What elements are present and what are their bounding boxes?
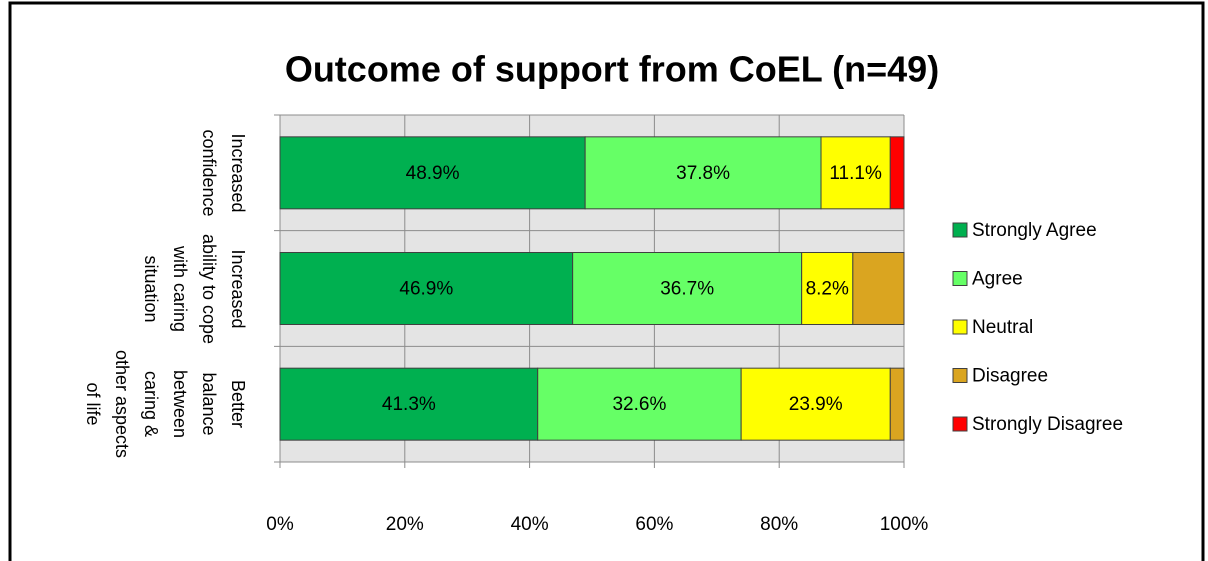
x-tick-label: 60% <box>635 514 673 535</box>
legend-label: Strongly Disagree <box>972 414 1123 435</box>
x-tick-label: 20% <box>386 514 424 535</box>
chart-title: Outcome of support from CoEL (n=49) <box>285 49 939 90</box>
bar-segment <box>572 252 803 325</box>
category-label: Increased ability to cope with caring si… <box>141 233 248 344</box>
bar-segment <box>820 136 891 210</box>
x-tick-label: 100% <box>880 514 929 535</box>
bar-segment <box>740 367 891 441</box>
frame-border <box>8 1 1205 561</box>
legend-swatch <box>952 271 968 286</box>
legend-swatch <box>952 368 968 383</box>
x-tick-label: 0% <box>266 514 294 535</box>
data-label: 36.7% <box>660 279 714 300</box>
data-label: 48.9% <box>406 163 460 184</box>
legend-label: Neutral <box>972 317 1033 338</box>
legend-label: Disagree <box>972 366 1048 387</box>
data-label: 41.3% <box>382 394 436 415</box>
data-label: 23.9% <box>789 394 843 415</box>
legend-swatch <box>952 319 968 335</box>
bar-segment <box>852 252 905 325</box>
bar-segment <box>889 136 905 210</box>
bar-segment <box>279 367 539 441</box>
legend-swatch <box>952 416 968 432</box>
data-label: 37.8% <box>676 163 730 184</box>
bar-segment <box>279 252 574 325</box>
bar-segment <box>537 367 742 441</box>
data-label: 46.9% <box>399 279 453 300</box>
category-label: Better balance between caring & other as… <box>83 350 248 459</box>
category-label: Increased confidence <box>199 129 248 217</box>
x-tick-label: 40% <box>511 514 549 535</box>
data-label: 8.2% <box>806 279 849 300</box>
bar-segment <box>889 367 905 441</box>
x-tick-label: 80% <box>760 514 798 535</box>
legend-label: Agree <box>972 269 1023 290</box>
bar-segment <box>801 252 854 325</box>
legend-label: Strongly Agree <box>972 220 1097 241</box>
data-label: 11.1% <box>829 163 882 184</box>
data-label: 32.6% <box>612 394 666 415</box>
legend-swatch <box>952 222 968 238</box>
